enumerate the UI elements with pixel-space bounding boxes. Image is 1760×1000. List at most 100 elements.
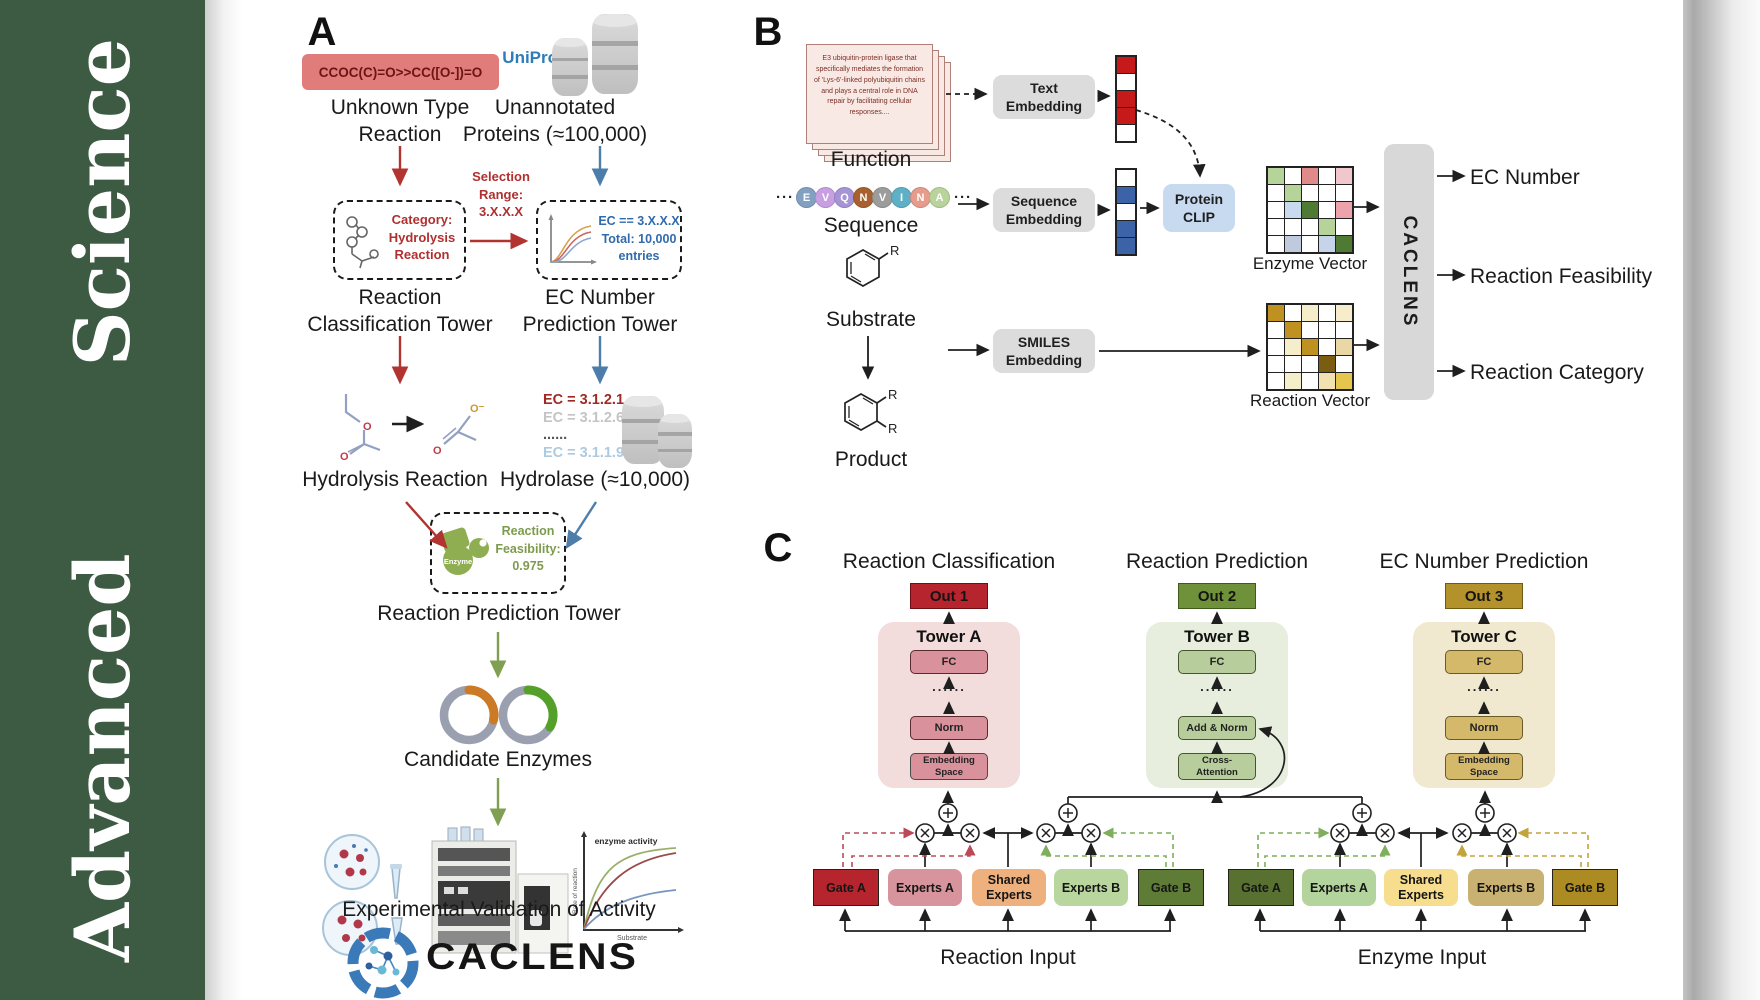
vector-cell [1302,373,1318,389]
title-reaction-prediction: Reaction Prediction [1125,550,1309,573]
residue-circle: N [853,187,874,208]
reaction-input-label: Reaction Input [940,946,1076,969]
acetate-molecule-icon: O⁻ O [433,403,485,457]
vector-cell [1117,125,1135,141]
journal-title-advanced: Advanced [58,553,147,962]
vector-cell [1117,221,1135,237]
vector-cell [1117,91,1135,107]
ec-filter-box: EC == 3.X.X.X Total: 10,000 entries [536,200,682,280]
title-reaction-classification: Reaction Classification [842,550,1056,573]
svg-text:O: O [433,445,442,457]
product-molecule-icon: R R [844,387,897,436]
activity-plot-annotation: enzyme activity [595,836,658,846]
residue-circle: A [929,187,950,208]
vector-cell [1319,185,1335,201]
substrate-label: Substrate [826,308,916,331]
product-r2-label: R [888,421,897,436]
vector-cell [1117,204,1135,220]
function-card: E3 ubiquitin-protein ligase that specifi… [806,44,933,144]
activity-plot-xlabel: Substrate [617,935,647,942]
out3-box: Out 3 [1445,583,1523,609]
vector-cell [1285,168,1301,184]
vector-cell [1117,108,1135,124]
vector-cell [1302,356,1318,372]
residue-circle: N [910,187,931,208]
right-experts-b: Experts B [1468,869,1544,906]
vector-cell [1285,339,1301,355]
activity-plot-ylabel: Rate of reaction [572,868,579,914]
vector-cell [1285,322,1301,338]
experimental-validation-label: Experimental Validation of Activity [342,898,656,921]
vector-cell [1302,202,1318,218]
reaction-vector-grid [1266,303,1354,391]
tower-b-fc: FC [1178,650,1256,674]
candidate-enzymes-label: Candidate Enzymes [404,748,592,771]
unannotated-proteins-label: Unannotated Proteins (≈100,000) [462,96,648,147]
database-icon [552,38,588,96]
vector-cell [1302,219,1318,235]
right-gate-a: Gate A [1228,869,1294,906]
ec-number-item: ...... [543,427,568,443]
vector-cell [1268,168,1284,184]
unknown-reaction-label: Unknown Type Reaction [330,96,470,147]
selection-range-label: Selection Range: 3.X.X.X [472,169,530,220]
vector-cell [1285,219,1301,235]
vector-cell [1268,322,1284,338]
vector-cell [1268,236,1284,252]
vector-cell [1319,168,1335,184]
ellipsis-left: ··· [776,189,794,206]
vector-cell [1117,170,1135,186]
ec-number-list: EC = 3.1.2.1 EC = 3.1.2.6...... EC = 3.1.1… [543,392,633,462]
tower-b-title: Tower B [1184,627,1250,646]
ec-number-prediction-tower-label: EC Number Prediction Tower [522,286,678,337]
residue-circle: Q [834,187,855,208]
residue-circle: E [796,187,817,208]
activity-plot: enzyme activity Rate of reaction Substra… [572,831,684,942]
vector-cell [1117,57,1135,73]
enzyme-input-label: Enzyme Input [1357,946,1487,969]
right-gate-b: Gate B [1552,869,1618,906]
sequence-embedding-box: Sequence Embedding [993,188,1095,232]
ester-molecule-icon: O O [340,394,381,463]
vector-cell [1319,339,1335,355]
tower-b-dots: ...... [1200,679,1234,694]
mixture-nodes [915,803,1517,843]
vector-cell [1319,305,1335,321]
vector-cell [1336,236,1352,252]
hplc-instrument-icon [431,826,569,954]
function-card-text: E3 ubiquitin-protein ligase that specifi… [814,55,925,117]
out2-box: Out 2 [1178,583,1256,609]
vector-cell [1336,185,1352,201]
enzyme-icon: Enzyme [440,527,489,575]
tower-a-norm: Norm [910,716,988,740]
ellipsis-right: ··· [954,189,972,206]
feasibility-text: Reaction Feasibility: 0.975 [495,524,561,573]
substrate-r-label: R [890,243,899,258]
tower-a-title: Tower A [916,627,982,646]
vector-cell [1319,202,1335,218]
journal-title: Advanced Science [0,0,205,1000]
reaction-prediction-tower-label: Reaction Prediction Tower [377,602,621,625]
tower-c-embedding: Embedding Space [1445,753,1523,780]
vector-cell [1268,185,1284,201]
smiles-text: CCOC(C)=O>>CC([O-])=O [318,64,483,80]
right-shared-experts: Shared Experts [1384,869,1458,906]
vector-cell [1319,373,1335,389]
vector-cell [1319,219,1335,235]
hydrolase-label: Hydrolase (≈10,000) [499,468,691,491]
vector-cell [1117,187,1135,203]
enzyme-icon-label: Enzyme [444,557,472,566]
tower-b-add-norm: Add & Norm [1178,716,1256,740]
vector-cell [1336,339,1352,355]
svg-text:O: O [340,451,349,463]
vector-cell [1302,305,1318,321]
substrate-molecule-icon: R [846,243,899,287]
residue-circle: V [872,187,893,208]
vector-cell [1302,339,1318,355]
left-experts-a: Experts A [888,869,962,906]
database-icon [592,14,638,94]
reaction-category-box: Category: Hydrolysis Reaction [333,200,466,280]
caclens-model-bar: CACLENS [1384,144,1434,400]
